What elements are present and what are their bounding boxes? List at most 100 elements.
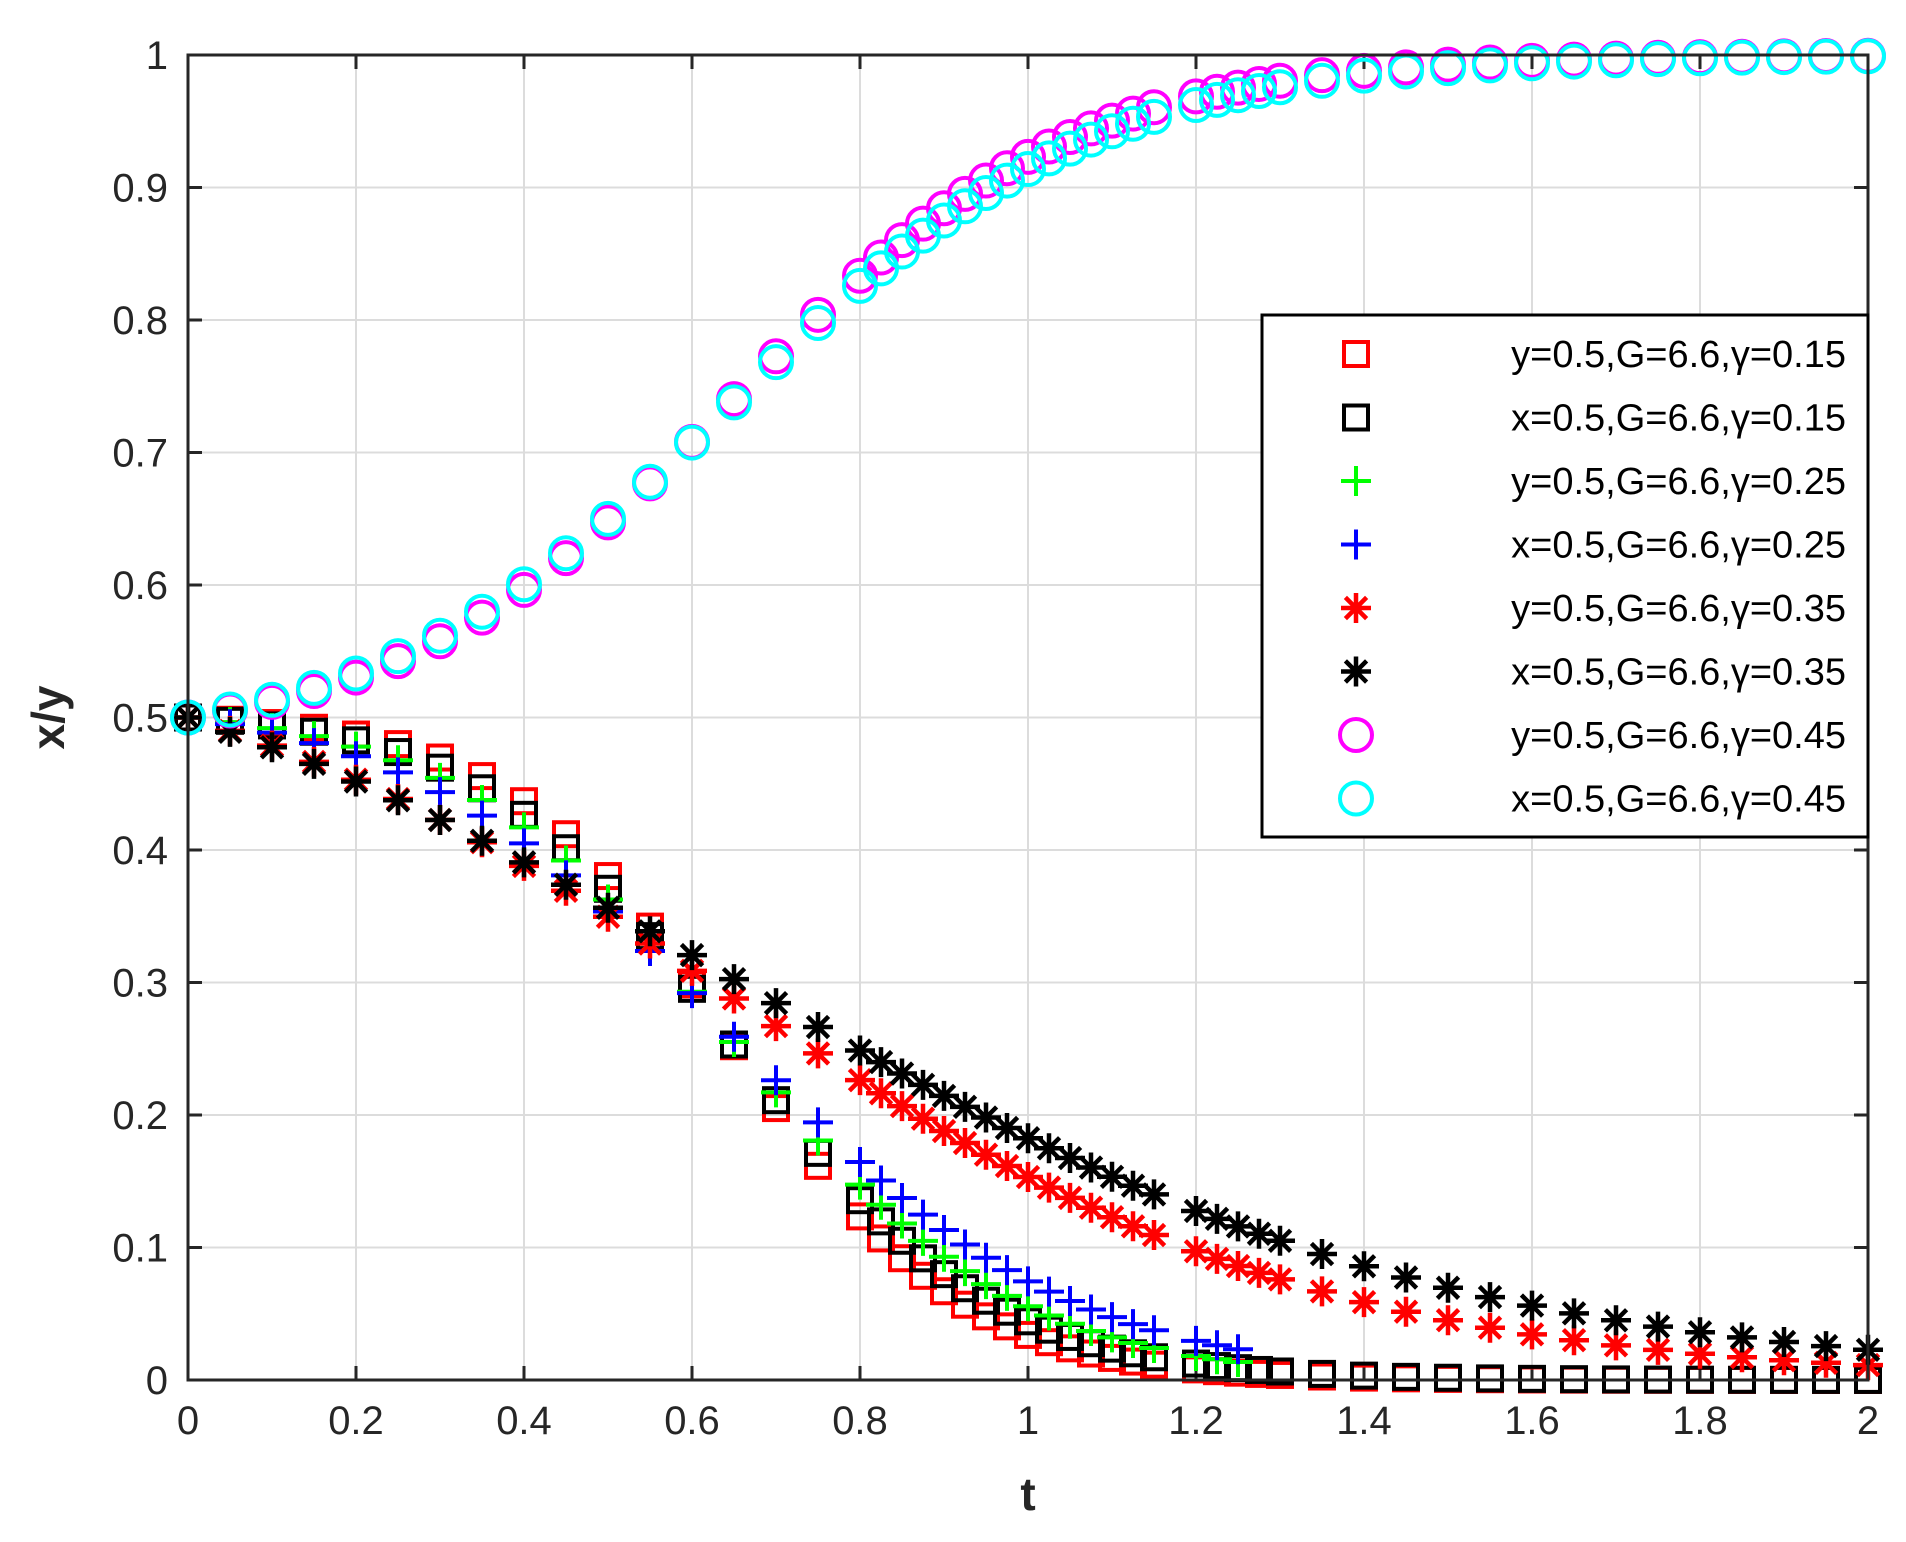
legend-item: x=0.5,G=6.6,γ=0.45 [1338,779,1846,821]
data-point [716,384,752,421]
data-point [1472,47,1508,84]
data-point [1727,1342,1757,1373]
data-point [803,1107,833,1138]
data-point [1640,41,1676,78]
data-point [1245,1355,1273,1384]
data-point [1076,1192,1106,1223]
y-tick-label: 0.7 [112,432,168,476]
data-point [1073,110,1109,147]
legend-label: y=0.5,G=6.6,γ=0.15 [1511,334,1846,376]
data-point [1433,1272,1463,1303]
series-8 [170,38,1886,736]
y-tick-label: 0.4 [112,829,168,873]
x-tick-label: 1.2 [1168,1399,1224,1443]
data-point [1766,39,1802,76]
data-point [1811,1347,1841,1378]
data-point [1139,1315,1169,1346]
legend-item: x=0.5,G=6.6,γ=0.15 [1342,398,1846,440]
data-point [803,1038,833,1069]
data-point [758,344,794,381]
data-point [1769,1326,1799,1357]
data-point [1013,1162,1043,1193]
data-point [1094,113,1130,150]
tick-labels: 0 0.2 0.4 0.6 0.8 1 1.2 1.4 1.6 1.8 2 0 0.1 0.2 0.3 0.4… [112,34,1879,1443]
data-point [551,869,581,900]
data-point [1244,1218,1274,1249]
data-point [1682,40,1718,77]
data-point [1475,1282,1505,1313]
data-point [1265,1264,1295,1295]
x-tick-label: 1.6 [1504,1399,1560,1443]
data-point [338,655,374,692]
legend-label: x=0.5,G=6.6,γ=0.35 [1511,652,1846,694]
data-point [761,988,791,1019]
y-tick-label: 0.6 [112,564,168,608]
data-point [842,267,878,304]
data-point [1559,1325,1589,1356]
data-point [971,1139,1001,1170]
data-point [866,1078,896,1109]
legend-item: y=0.5,G=6.6,γ=0.45 [1338,715,1846,757]
data-point [993,1312,1021,1341]
data-point [719,964,749,995]
data-point [866,1165,896,1196]
data-point [1241,73,1277,110]
series-3 [173,702,1253,1378]
data-point [968,162,1004,199]
legend-item: y=0.5,G=6.6,γ=0.35 [1341,588,1846,630]
data-point [867,1224,895,1253]
data-point [1391,1262,1421,1293]
data-point [632,463,668,500]
data-point [215,716,245,747]
data-point [1202,1203,1232,1234]
series-6 [173,702,1883,1365]
data-point [425,777,455,808]
data-point [1118,1170,1148,1201]
data-point [593,892,623,923]
data-point [887,1091,917,1122]
legend-marker [1341,529,1371,560]
data-point [1349,1251,1379,1282]
x-tick-label: 1 [1017,1399,1039,1443]
data-point [1181,1195,1211,1226]
legend-item: x=0.5,G=6.6,γ=0.25 [1341,525,1846,567]
data-point [866,1047,896,1078]
y-tick-label: 0.1 [112,1227,168,1271]
data-point [992,1280,1022,1311]
data-point [846,1202,874,1231]
data-point [1115,105,1151,142]
data-point [548,535,584,572]
data-point [908,1199,938,1230]
data-point [1304,62,1340,99]
y-tick-label: 0.3 [112,962,168,1006]
data-point [1517,1319,1547,1350]
data-point [1052,119,1088,156]
x-tick-label: 1.8 [1672,1399,1728,1443]
data-point [971,1102,1001,1133]
data-point [212,691,248,728]
data-point [1118,1211,1148,1242]
data-point [1013,1123,1043,1154]
data-point [1031,140,1067,177]
x-tick-label: 0.8 [832,1399,888,1443]
data-point [719,1021,749,1052]
data-point [863,239,899,276]
data-point [1199,81,1235,118]
x-tick-label: 1.4 [1336,1399,1392,1443]
data-point [800,305,836,342]
data-point [1178,78,1214,115]
legend-label: y=0.5,G=6.6,γ=0.25 [1511,461,1846,503]
data-point [1178,86,1214,123]
data-point [422,617,458,654]
legend-label: y=0.5,G=6.6,γ=0.35 [1511,588,1846,630]
y-tick-label: 0.2 [112,1094,168,1138]
data-point [803,1012,833,1043]
data-point [677,940,707,971]
legend-label: y=0.5,G=6.6,γ=0.45 [1511,715,1846,757]
data-point [1601,1330,1631,1361]
data-point [1034,1133,1064,1164]
data-point [1559,1298,1589,1329]
x-tick-label: 0 [177,1399,199,1443]
data-point [677,955,707,986]
